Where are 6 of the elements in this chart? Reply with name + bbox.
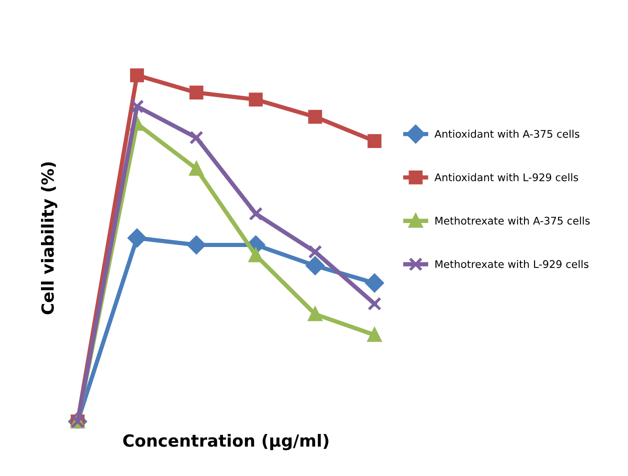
legend-label: Methotrexate with L-929 cells — [435, 260, 588, 268]
y-axis-title: Cell viability (%) — [40, 162, 58, 314]
legend-label: Methotrexate with A-375 cells — [435, 216, 590, 225]
legend-label: Antioxidant with L-929 cells — [434, 173, 578, 182]
x-axis-title: Concentration (µg/ml) — [123, 434, 328, 450]
legend-label: Antioxidant with A-375 cells — [434, 130, 580, 138]
